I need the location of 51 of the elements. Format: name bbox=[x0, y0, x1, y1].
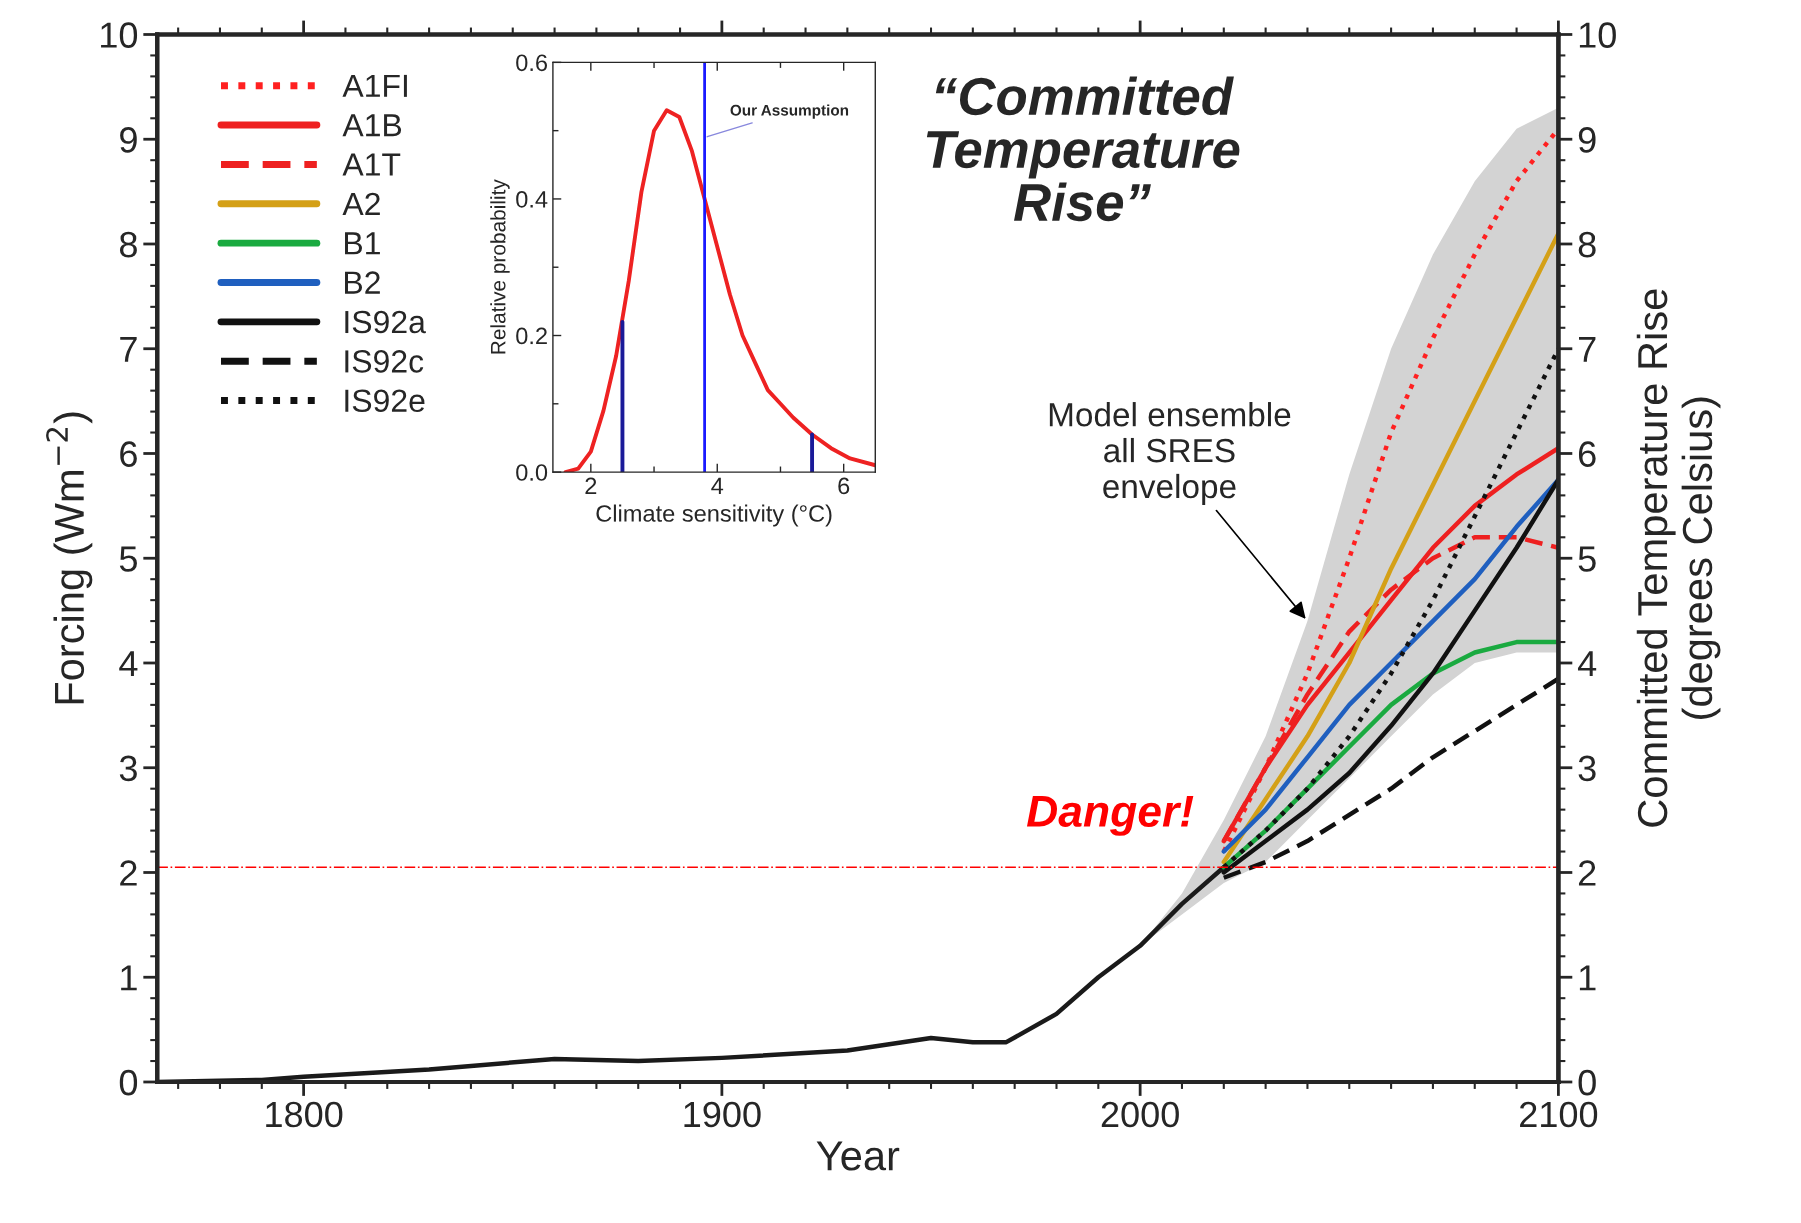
y2-tick-label: 9 bbox=[1578, 127, 1596, 153]
y2-tick-label: 7 bbox=[1579, 336, 1596, 362]
y-tick-label: 4 bbox=[119, 651, 138, 677]
y-tick-label: 7 bbox=[120, 336, 137, 362]
legend-label: B2 bbox=[345, 271, 380, 294]
y-tick-label: 8 bbox=[119, 231, 137, 258]
y-tick-label: 2 bbox=[120, 860, 137, 886]
y2-tick-label: 6 bbox=[1578, 441, 1596, 467]
x-tick-label: 2 bbox=[585, 477, 597, 495]
y-axis-title: Relative probability bbox=[490, 179, 510, 354]
y-tick-label: 0 bbox=[119, 1069, 138, 1096]
y2-axis-title: Committed Temperature Rise (degrees Celsius) bbox=[1636, 289, 1721, 827]
y-axis-title: Forcing (Wm$^{−2}$) bbox=[46, 412, 93, 704]
x-tick-label: 1800 bbox=[266, 1101, 343, 1128]
legend-label: B1 bbox=[345, 232, 380, 255]
y2-tick-label: 3 bbox=[1578, 755, 1596, 782]
y2-tick-label: 0 bbox=[1578, 1069, 1596, 1096]
legend-label: A1FI bbox=[342, 74, 407, 97]
y2-tick-label: 1 bbox=[1579, 965, 1596, 991]
legend-label: IS92e bbox=[345, 389, 425, 413]
x-tick-label: 6 bbox=[838, 477, 850, 495]
y-tick-label: 3 bbox=[119, 755, 137, 782]
legend-label: A1T bbox=[342, 153, 401, 176]
x-tick-label: 4 bbox=[711, 477, 724, 495]
ref-line-label: Our Assumption bbox=[730, 104, 849, 119]
x-tick-label: 2100 bbox=[1520, 1101, 1598, 1128]
legend-label: IS92a bbox=[345, 310, 426, 334]
y2-tick-label: 10 bbox=[1579, 22, 1616, 48]
annotation: Model ensemble all SRES envelope bbox=[1049, 402, 1291, 505]
x-axis-title: Year bbox=[816, 1141, 900, 1171]
legend-label: IS92c bbox=[345, 350, 424, 373]
y-tick-label: 0.6 bbox=[516, 54, 548, 72]
y-tick-label: 1 bbox=[121, 965, 137, 991]
text: “Committed Temperature Rise” bbox=[926, 76, 1240, 222]
y2-tick-label: 5 bbox=[1578, 546, 1596, 572]
y-tick-label: 0.4 bbox=[516, 191, 548, 208]
y-tick-label: 0.2 bbox=[516, 327, 547, 345]
y2-tick-label: 4 bbox=[1577, 651, 1597, 677]
legend-label: A1B bbox=[342, 114, 402, 137]
y-tick-label: 10 bbox=[101, 22, 138, 48]
x-tick-label: 1900 bbox=[684, 1101, 761, 1128]
y-tick-label: 6 bbox=[120, 441, 137, 467]
ref-line-label: Danger! bbox=[1026, 796, 1194, 836]
y2-tick-label: 8 bbox=[1578, 231, 1596, 258]
y2-tick-label: 2 bbox=[1578, 860, 1596, 886]
x-tick-label: 2000 bbox=[1101, 1101, 1179, 1128]
y-tick-label: 0.0 bbox=[516, 464, 548, 481]
y-tick-label: 5 bbox=[119, 546, 137, 572]
x-axis-title: Climate sensitivity (°C) bbox=[596, 504, 832, 527]
y-tick-label: 9 bbox=[120, 127, 137, 153]
legend-label: A2 bbox=[342, 192, 380, 215]
